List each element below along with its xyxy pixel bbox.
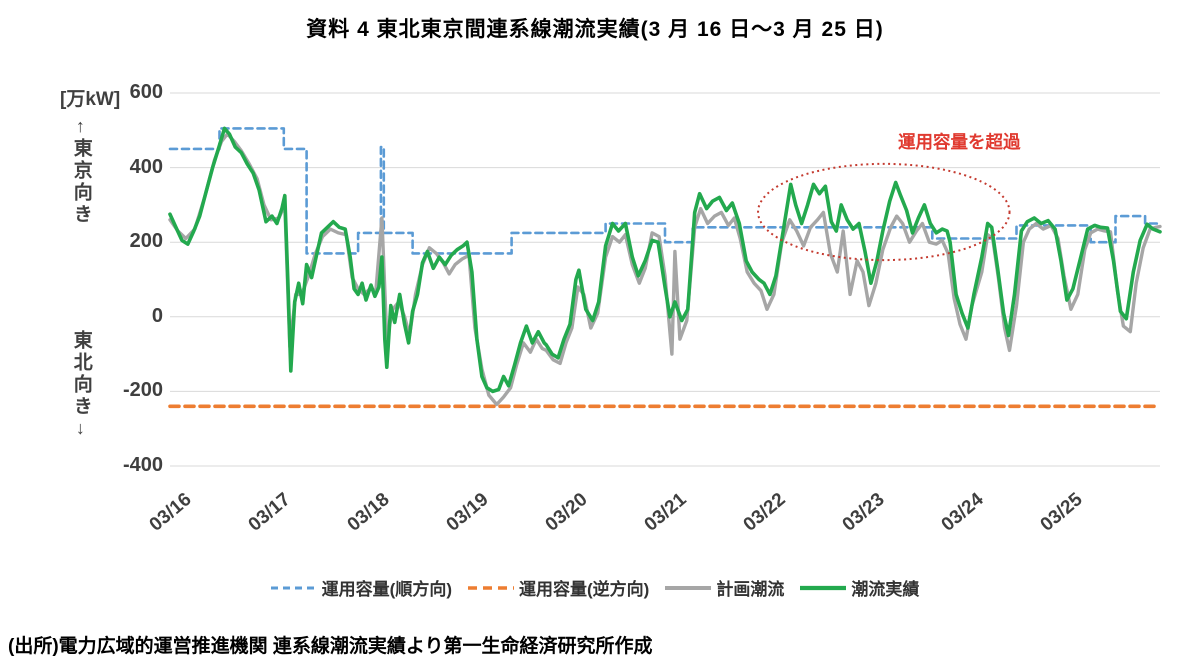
y-tick-label: 0 [151,304,163,327]
legend-item: 計画潮流 [665,575,784,600]
legend-line-sample [468,585,514,590]
y-axis-unit-label: [万kW] [60,89,121,110]
up-arrow-icon: ↑ [75,116,85,136]
x-tick-label: 03/18 [343,489,394,536]
annotation-label: 運用容量を超過 [898,132,1021,152]
y-tick-label: -200 [122,379,163,402]
y-tick-label: 200 [129,230,163,253]
x-tick-label: 03/16 [145,489,196,536]
x-tick-label: 03/22 [739,489,790,536]
plot-area [168,92,1162,467]
legend-item: 運用容量(逆方向) [468,575,649,600]
x-tick-label: 03/24 [937,489,988,536]
y-tick-label: -400 [122,454,163,476]
annotation-ellipse [757,162,1011,262]
legend-label: 運用容量(順方向) [321,580,452,599]
x-tick-label: 03/25 [1036,489,1087,536]
direction-label-tokyo: ↑ 東京向き [69,116,92,226]
direction-label-tohoku-text: 東北向き [70,330,92,418]
legend-line-sample [665,585,712,590]
source-note: (出所)電力広域的運営推進機関 連系線潮流実績より第一生命経済研究所作成 [8,636,653,657]
down-arrow-icon: ↓ [75,418,85,438]
legend-item: 運用容量(順方向) [270,575,452,600]
x-tick-label: 03/23 [838,489,889,536]
chart-title: 資料 4 東北東京間連系線潮流実績(3 月 16 日～3 月 25 日) [306,18,884,41]
x-tick-label: 03/19 [442,489,493,536]
y-tick-label: 600 [129,81,163,103]
direction-label-tohoku: 東北向き ↓ [69,330,92,440]
legend: 運用容量(順方向) 運用容量(逆方向) 計画潮流 潮流実績 [0,575,1190,600]
legend-label: 潮流実績 [851,580,920,599]
x-tick-label: 03/17 [244,489,295,536]
legend-label: 計画潮流 [716,580,785,599]
legend-item: 潮流実績 [800,575,919,600]
legend-line-sample [800,585,847,590]
y-tick-label: 400 [129,155,163,178]
direction-label-tokyo-text: 東京向き [70,137,92,226]
series-潮流実績 [168,126,1162,394]
legend-label: 運用容量(逆方向) [519,580,650,599]
x-tick-label: 03/20 [541,489,592,536]
x-tick-label: 03/21 [640,489,691,536]
legend-line-sample [270,586,317,589]
series-計画潮流 [168,132,1162,407]
